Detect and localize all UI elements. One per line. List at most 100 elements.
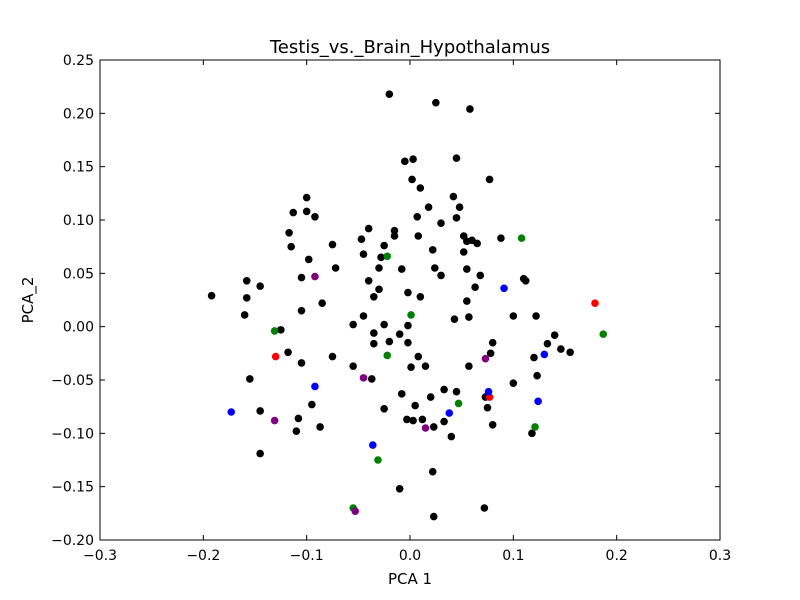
scatter-point-black xyxy=(421,362,430,370)
scatter-point-black xyxy=(370,329,378,337)
scatter-point-black xyxy=(397,265,406,273)
scatter-point-black xyxy=(532,312,540,320)
scatter-point-green xyxy=(517,234,526,242)
scatter-point-black xyxy=(375,264,383,272)
scatter-point-black xyxy=(364,224,373,233)
scatter-point-black xyxy=(284,348,292,357)
y-tick-label: 0.20 xyxy=(63,106,94,122)
scatter-point-black xyxy=(370,293,378,301)
scatter-point-black xyxy=(380,320,388,329)
scatter-point-black xyxy=(452,214,461,222)
scatter-point-black xyxy=(302,207,311,216)
scatter-point-black xyxy=(409,416,417,425)
scatter-point-black xyxy=(429,423,438,431)
scatter-point-black xyxy=(367,375,376,383)
x-tick-label: −0.1 xyxy=(290,548,324,564)
scatter-point-black xyxy=(256,407,264,415)
scatter-point-purple xyxy=(481,354,490,363)
scatter-point-black xyxy=(403,415,411,424)
scatter-point-black xyxy=(240,311,249,319)
scatter-point-blue xyxy=(227,408,236,416)
scatter-point-black xyxy=(318,299,326,308)
scatter-point-black xyxy=(566,348,574,357)
scatter-point-green xyxy=(383,252,392,261)
scatter-point-black xyxy=(471,283,479,292)
scatter-point-black xyxy=(465,313,473,321)
scatter-point-black xyxy=(437,219,445,227)
scatter-point-black xyxy=(390,232,399,240)
scatter-point-black xyxy=(308,400,316,409)
scatter-point-black xyxy=(557,345,565,353)
scatter-point-black xyxy=(450,315,459,324)
scatter-point-black xyxy=(311,213,319,221)
y-tick-label: 0.05 xyxy=(63,266,94,282)
scatter-point-black xyxy=(390,226,399,235)
x-tick-label: −0.3 xyxy=(83,548,117,564)
scatter-point-black xyxy=(418,415,427,424)
scatter-point-green xyxy=(531,423,539,431)
scatter-point-black xyxy=(359,312,368,320)
scatter-point-black xyxy=(447,432,456,441)
scatter-point-black xyxy=(416,293,425,301)
scatter-point-black xyxy=(465,362,473,370)
scatter-point-black xyxy=(242,294,251,302)
scatter-point-black xyxy=(509,379,518,388)
scatter-point-black xyxy=(285,229,293,237)
scatter-point-black xyxy=(370,339,378,348)
data-points xyxy=(207,90,608,521)
scatter-point-black xyxy=(242,277,251,285)
scatter-point-black xyxy=(395,485,404,493)
y-tick-label: −0.05 xyxy=(51,373,94,389)
y-tick-label: −0.10 xyxy=(51,426,94,442)
scatter-point-black xyxy=(349,362,357,370)
scatter-point-black xyxy=(533,371,541,380)
scatter-point-purple xyxy=(421,424,430,432)
scatter-point-black xyxy=(404,321,412,330)
scatter-point-blue xyxy=(500,284,508,293)
x-tick-label: −0.2 xyxy=(186,548,220,564)
scatter-point-black xyxy=(408,175,416,184)
scatter-point-blue xyxy=(534,397,542,406)
y-tick-label: −0.20 xyxy=(51,533,94,549)
scatter-point-black xyxy=(246,375,254,383)
x-tick-label: 0.3 xyxy=(709,548,731,564)
scatter-point-black xyxy=(407,363,415,372)
scatter-point-black xyxy=(488,338,497,347)
y-tick-label: −0.15 xyxy=(51,480,94,496)
x-tick-label: 0.0 xyxy=(399,548,421,564)
scatter-point-black xyxy=(509,312,518,320)
scatter-point-black xyxy=(349,320,357,329)
scatter-point-black xyxy=(463,297,471,305)
scatter-point-black xyxy=(428,467,437,476)
scatter-point-black xyxy=(528,429,536,438)
scatter-point-black xyxy=(488,421,497,429)
scatter-point-black xyxy=(297,306,306,315)
scatter-point-blue xyxy=(540,350,549,359)
scatter-point-black xyxy=(530,353,538,362)
scatter-point-green xyxy=(383,351,392,360)
scatter-point-black xyxy=(521,277,530,285)
y-tick-label: 0.25 xyxy=(63,53,94,69)
scatter-point-black xyxy=(449,192,458,201)
scatter-point-black xyxy=(377,253,385,262)
scatter-point-purple xyxy=(311,272,319,281)
scatter-point-black xyxy=(316,423,324,431)
scatter-point-black xyxy=(414,232,423,240)
scatter-point-black xyxy=(476,271,485,280)
scatter-point-black xyxy=(359,250,368,258)
scatter-point-black xyxy=(480,504,489,512)
scatter-point-black xyxy=(485,175,494,184)
scatter-point-black xyxy=(395,330,404,338)
x-axis-label: PCA 1 xyxy=(388,570,432,588)
scatter-point-purple xyxy=(270,416,279,425)
scatter-point-black xyxy=(385,337,394,346)
scatter-point-black xyxy=(452,154,461,162)
scatter-point-black xyxy=(440,417,448,426)
scatter-point-black xyxy=(385,90,394,98)
scatter-point-black xyxy=(256,449,264,458)
scatter-point-black xyxy=(294,414,303,423)
scatter-point-black xyxy=(364,277,373,285)
scatter-point-black xyxy=(429,512,438,521)
x-tick-label: 0.2 xyxy=(606,548,628,564)
